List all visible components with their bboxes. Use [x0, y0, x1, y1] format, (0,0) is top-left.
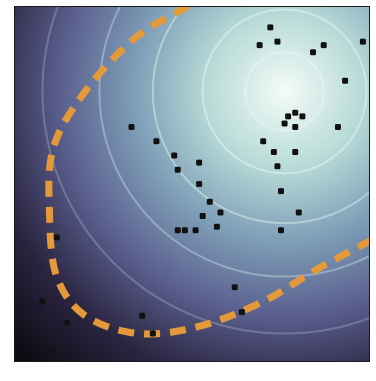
data-point — [139, 312, 146, 319]
data-point — [39, 298, 46, 305]
data-point — [206, 198, 213, 205]
data-point — [174, 227, 181, 234]
data-point — [292, 124, 299, 131]
data-point — [238, 309, 245, 316]
data-point — [196, 159, 203, 166]
density-contours — [41, 6, 370, 335]
data-point — [128, 124, 135, 131]
data-point — [278, 227, 284, 234]
data-point — [171, 152, 178, 159]
data-point — [274, 163, 281, 170]
contour-ring — [201, 8, 368, 175]
data-point — [192, 227, 199, 234]
data-point — [50, 348, 57, 355]
data-point — [174, 166, 181, 173]
contour-ring — [98, 6, 370, 278]
contour-ring — [243, 50, 326, 133]
data-point — [270, 148, 277, 155]
data-point — [278, 188, 284, 195]
data-point — [256, 42, 263, 49]
data-point — [64, 319, 71, 326]
contour-ring — [41, 6, 370, 335]
data-point — [295, 209, 302, 216]
data-point — [153, 138, 160, 145]
data-point — [217, 209, 224, 216]
data-point — [199, 213, 206, 220]
data-point — [213, 223, 220, 230]
plot-background — [14, 6, 370, 362]
data-point — [274, 38, 281, 45]
data-point — [53, 234, 60, 241]
data-point — [334, 124, 341, 131]
data-point — [231, 284, 238, 291]
data-point — [320, 42, 327, 49]
contour-ring — [151, 6, 370, 225]
data-point — [196, 181, 203, 187]
data-point — [281, 120, 288, 127]
data-point — [299, 113, 306, 120]
decision-boundary — [45, 6, 370, 338]
data-point — [285, 113, 292, 120]
data-point — [181, 227, 188, 234]
data-points — [39, 24, 366, 355]
plot-frame — [14, 6, 370, 362]
data-point — [292, 148, 299, 155]
data-point — [292, 109, 299, 116]
data-point — [359, 38, 366, 45]
data-point — [310, 49, 317, 56]
data-point — [342, 77, 349, 84]
data-point — [267, 24, 274, 31]
data-point — [149, 330, 156, 337]
data-point — [260, 138, 267, 145]
